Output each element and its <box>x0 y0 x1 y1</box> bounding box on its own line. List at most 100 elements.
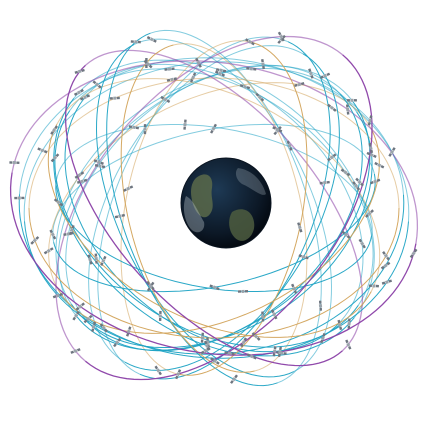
orbit-path <box>53 173 376 293</box>
orbit-path <box>64 64 343 367</box>
satellite-icon <box>100 255 107 266</box>
satellite-icon <box>382 251 390 261</box>
satellite-icon <box>368 142 374 154</box>
satellite-icon <box>43 247 54 255</box>
satellite-icon <box>358 238 366 249</box>
satellite-icon <box>240 337 248 348</box>
satellite-icon <box>381 279 393 285</box>
satellite-icon <box>83 314 93 324</box>
satellite-icon <box>146 281 155 292</box>
satellite-icon <box>73 88 84 96</box>
satellite-icon <box>345 339 352 350</box>
satellite-icon <box>308 68 314 79</box>
satellite-icon <box>146 36 157 43</box>
orbit-path <box>150 29 322 384</box>
satellite-icon <box>160 95 171 103</box>
satellite-icon <box>93 159 104 165</box>
satellite-icon <box>209 284 220 291</box>
satellite-icon <box>388 147 396 157</box>
satellite-icon <box>246 66 257 71</box>
satellite-icon <box>366 151 377 158</box>
satellite-icon <box>50 153 60 163</box>
satellite-icon <box>74 171 85 179</box>
satellite-icon <box>210 123 217 134</box>
orbit-path <box>75 100 371 351</box>
satellite-icon <box>294 82 305 87</box>
satellite-icon <box>200 332 205 343</box>
satellite-icon <box>30 236 40 245</box>
satellite-icon <box>261 311 265 322</box>
satellite-icon <box>79 94 91 101</box>
orbit-paths-front <box>9 32 417 387</box>
satellite-icon <box>320 332 326 344</box>
orbit-path <box>87 93 363 352</box>
orbit-path <box>139 41 331 380</box>
earth-continents <box>183 168 266 241</box>
satellite-icon <box>320 72 331 80</box>
satellite-icon <box>164 67 175 71</box>
orbit-path <box>9 172 417 356</box>
satellite-icon <box>346 98 357 102</box>
satellite-icon <box>337 319 343 331</box>
satellite-icon <box>87 254 93 265</box>
satellite-icon <box>347 318 351 329</box>
satellite-icon <box>9 161 20 165</box>
orbit-path <box>173 43 308 372</box>
satellite-icon <box>123 185 134 192</box>
satellite-icon <box>327 153 337 162</box>
satellite-icon <box>37 147 48 154</box>
orbit-path <box>57 65 353 316</box>
satellite-icon <box>114 213 126 219</box>
satellite-icon <box>50 125 59 135</box>
satellite-icon <box>70 348 81 354</box>
satellite-icon <box>109 96 120 100</box>
satellite-icon <box>365 209 374 218</box>
satellite-icon <box>277 346 282 358</box>
satellite-icon <box>76 178 88 184</box>
satellite-icon <box>52 292 64 299</box>
satellite-icon <box>53 198 64 207</box>
satellite-icon <box>215 68 227 73</box>
satellite-icon <box>75 302 85 311</box>
orbit-path <box>124 53 340 371</box>
orbit-path <box>54 110 359 348</box>
satellite-icon <box>374 161 385 169</box>
satellite-icon <box>251 332 261 341</box>
satellite-icon <box>49 229 57 240</box>
satellite-icon <box>175 369 182 380</box>
orbit-path <box>53 98 355 357</box>
satellite-icon <box>183 119 187 130</box>
earth-globe <box>180 157 272 249</box>
satellite-icon <box>113 337 122 348</box>
satellite-icon <box>200 347 211 355</box>
satellite-icon <box>239 84 251 90</box>
orbit-path <box>120 44 255 373</box>
satellite-icon <box>409 248 418 259</box>
orbit-path <box>85 54 373 381</box>
orbit-path <box>55 68 358 305</box>
satellite-icon <box>166 77 178 82</box>
satellite-icon <box>91 321 97 332</box>
satellite-icon <box>128 125 140 130</box>
satellite-icon <box>143 124 147 135</box>
satellite-icon <box>230 374 238 384</box>
satellite-icon <box>341 230 351 239</box>
orbit-path <box>48 82 373 286</box>
satellite-icon <box>319 180 330 185</box>
satellite-icon <box>355 177 364 187</box>
satellite-icon <box>126 326 132 337</box>
satellite-icon <box>270 309 278 320</box>
satellite-icon <box>94 163 106 169</box>
satellite-icon <box>210 357 220 365</box>
satellite-icon <box>297 222 303 233</box>
orbit-path <box>69 68 374 306</box>
satellite-icon <box>286 140 293 151</box>
satellite-icon <box>237 289 249 293</box>
orbit-path <box>97 36 289 375</box>
satellite-icon <box>272 346 277 357</box>
satellite-icon <box>154 365 162 376</box>
orbit-path <box>55 180 373 292</box>
satellite-icon <box>195 57 202 68</box>
satellite-icon <box>246 353 257 360</box>
